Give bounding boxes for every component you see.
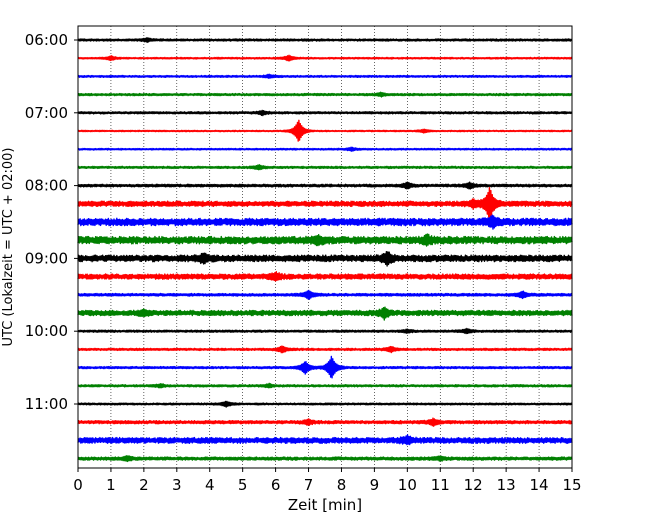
- trace-line: [77, 181, 573, 190]
- trace-line: [77, 345, 573, 354]
- y-axis-label: UTC (Lokalzeit = UTC + 02:00): [1, 148, 16, 347]
- y-tick-label: 08:00: [25, 177, 68, 195]
- trace-line: [77, 164, 573, 171]
- plot-frame: [77, 25, 573, 469]
- trace-line: [77, 233, 573, 247]
- y-tick-label: 07:00: [25, 104, 68, 122]
- x-tick-label: 13: [497, 476, 516, 494]
- trace-line: [77, 214, 573, 230]
- trace-line: [77, 186, 573, 220]
- x-tick-label: 10: [398, 476, 417, 494]
- x-tick-label: 15: [562, 476, 581, 494]
- x-tick-label: 12: [464, 476, 483, 494]
- x-tick-label: 9: [370, 476, 380, 494]
- trace-line: [77, 250, 573, 267]
- y-axis-ticks: 06:00 07:00 08:00 09:00 10:00 11:00: [25, 31, 78, 413]
- x-tick-label: 8: [337, 476, 347, 494]
- y-tick-label: 10:00: [25, 322, 68, 340]
- trace-line: [77, 119, 573, 142]
- trace-line: [77, 54, 573, 62]
- trace-line: [77, 327, 573, 335]
- trace-line: [77, 91, 573, 98]
- x-tick-label: 5: [238, 476, 248, 494]
- trace-line: [77, 455, 573, 463]
- trace-line: [77, 417, 573, 427]
- x-axis-ticks: 0 1 2 3 4 5 6 7 8 9 10 11 12 13 14 15: [73, 468, 582, 494]
- x-tick-label: 1: [106, 476, 116, 494]
- y-tick-label: 09:00: [25, 249, 68, 267]
- trace-line: [77, 109, 573, 117]
- x-tick-label: 0: [73, 476, 83, 494]
- trace-line: [77, 271, 573, 282]
- trace-line: [77, 434, 573, 446]
- trace-line: [77, 382, 573, 389]
- x-grid: [110, 26, 540, 468]
- trace-line: [77, 37, 573, 44]
- trace-line: [77, 306, 573, 321]
- x-tick-label: 4: [205, 476, 215, 494]
- trace-line: [77, 289, 573, 300]
- x-tick-label: 6: [271, 476, 281, 494]
- x-tick-label: 3: [172, 476, 182, 494]
- x-tick-label: 7: [304, 476, 314, 494]
- x-tick-label: 2: [139, 476, 149, 494]
- x-axis-label: Zeit [min]: [288, 496, 362, 514]
- trace-series: [77, 37, 573, 463]
- y-tick-label: 11:00: [25, 395, 68, 413]
- y-tick-label: 06:00: [25, 31, 68, 49]
- x-tick-label: 11: [431, 476, 450, 494]
- trace-line: [77, 73, 573, 79]
- trace-line: [77, 355, 573, 379]
- trace-line: [77, 400, 573, 408]
- x-tick-label: 14: [530, 476, 549, 494]
- trace-line: [77, 146, 573, 152]
